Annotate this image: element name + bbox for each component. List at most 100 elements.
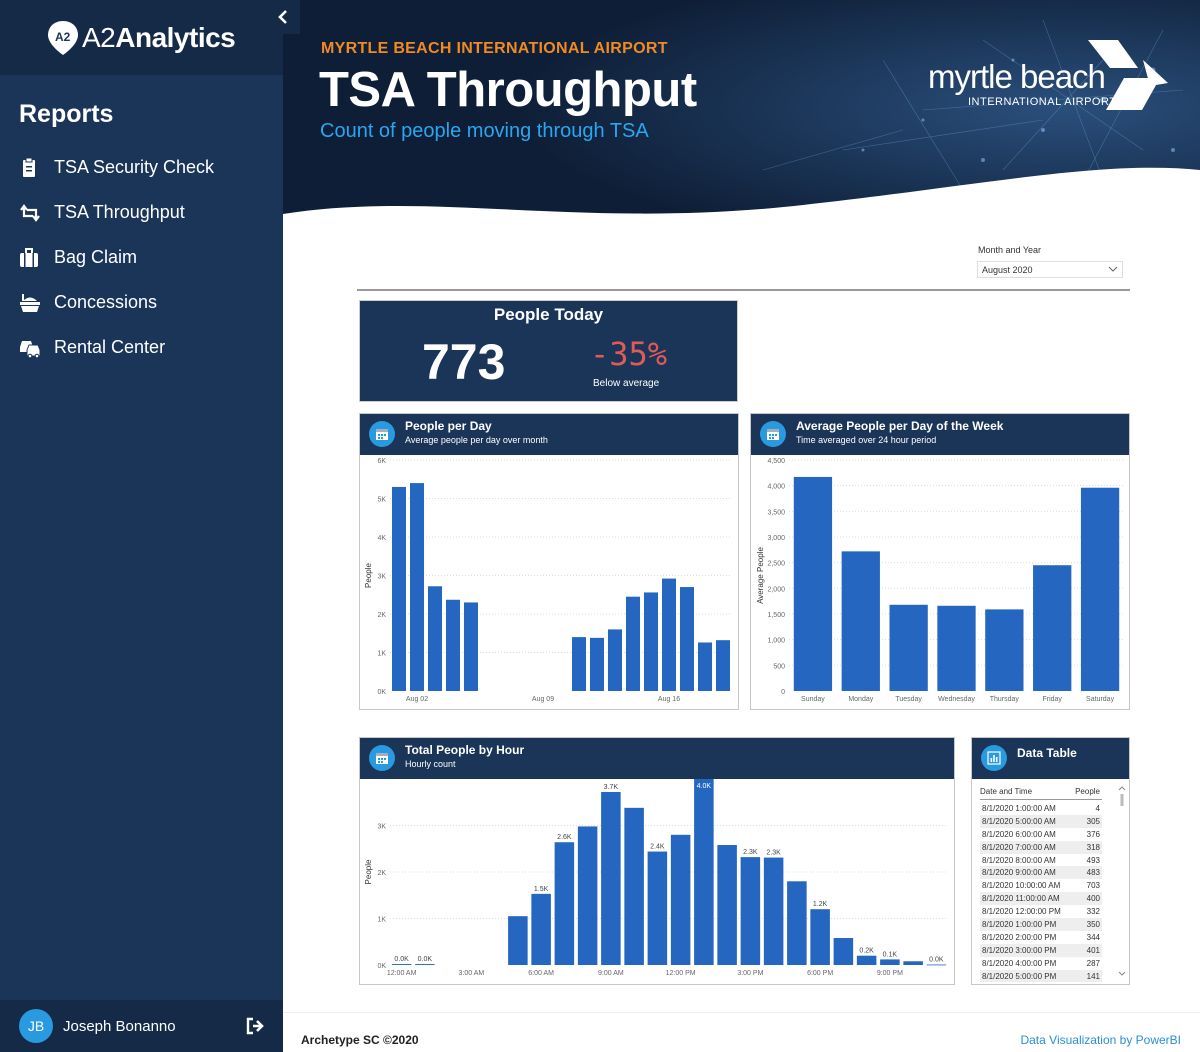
brand-logo[interactable]: A2 A2Analytics [0, 0, 283, 75]
x-tick-label: 9:00 PM [877, 970, 903, 977]
bar[interactable] [740, 857, 761, 965]
sidebar-item-tsa-security-check[interactable]: TSA Security Check [18, 145, 214, 190]
user-profile: JB Joseph Bonanno [0, 1000, 283, 1052]
x-tick-label: 3:00 AM [459, 970, 485, 977]
bar[interactable] [889, 604, 928, 691]
bar[interactable] [625, 596, 641, 691]
airport-logo: myrtle beach INTERNATIONAL AIRPORT [928, 38, 1168, 118]
table-row[interactable]: 8/1/2020 11:00:00 AM 400 [980, 892, 1102, 906]
bar[interactable] [880, 959, 900, 965]
chevron-left-icon [278, 10, 287, 24]
bar[interactable] [810, 909, 830, 965]
bar[interactable] [697, 642, 713, 691]
bar[interactable] [415, 964, 435, 965]
bar[interactable] [554, 842, 575, 965]
bar[interactable] [841, 551, 880, 691]
sidebar-item-bag-claim[interactable]: Bag Claim [18, 235, 214, 280]
report-header: MYRTLE BEACH INTERNATIONAL AIRPORT TSA T… [283, 0, 1200, 240]
table-row[interactable]: 8/1/2020 9:00:00 AM 483 [980, 866, 1102, 880]
bar[interactable] [607, 629, 623, 691]
cell-date-time: 8/1/2020 10:00:00 AM [982, 881, 1061, 891]
sidebar-item-concessions[interactable]: Concessions [18, 280, 214, 325]
bar[interactable] [763, 857, 784, 965]
x-tick-label: 3:00 PM [737, 970, 763, 977]
table-row[interactable]: 8/1/2020 10:00:00 AM 703 [980, 879, 1102, 892]
bar[interactable] [601, 792, 621, 965]
bar[interactable] [717, 845, 737, 965]
footer-powerbi-link[interactable]: Data Visualization by PowerBI [1020, 1033, 1181, 1047]
bar[interactable] [715, 640, 731, 691]
svg-text:A2: A2 [55, 30, 71, 44]
table-row[interactable]: 8/1/2020 2:00:00 PM 344 [980, 931, 1102, 944]
table-row[interactable]: 8/1/2020 5:00:00 AM 305 [980, 814, 1102, 828]
bar[interactable] [577, 826, 598, 965]
column-header-people[interactable]: People [1075, 787, 1100, 796]
x-tick-label: Thursday [990, 696, 1020, 703]
cell-people: 318 [1086, 842, 1100, 852]
cell-people: 401 [1086, 945, 1100, 955]
collapse-sidebar-button[interactable] [266, 0, 300, 34]
table-row[interactable]: 8/1/2020 12:00:00 PM 332 [980, 905, 1102, 918]
bar[interactable] [985, 609, 1024, 691]
cell-date-time: 8/1/2020 11:00:00 AM [982, 894, 1060, 904]
bar[interactable] [903, 961, 923, 965]
data-label: 2.3K [743, 849, 758, 856]
bar[interactable] [1033, 565, 1072, 691]
divider [357, 289, 1130, 291]
table-row[interactable]: 8/1/2020 1:00:00 PM 350 [980, 918, 1102, 931]
bar[interactable] [856, 955, 877, 965]
bar[interactable] [787, 881, 807, 965]
logout-icon[interactable] [245, 1016, 265, 1036]
table-row[interactable]: 8/1/2020 1:00:00 AM 4 [980, 802, 1102, 815]
table-row[interactable]: 8/1/2020 4:00:00 PM 287 [980, 957, 1102, 970]
bar[interactable] [670, 834, 691, 965]
cell-people: 332 [1086, 907, 1100, 917]
table-scrollbar[interactable] [1118, 786, 1126, 976]
table-row[interactable]: 8/1/2020 3:00:00 PM 401 [980, 943, 1102, 957]
bar[interactable] [571, 637, 587, 691]
data-label: 1.2K [813, 901, 828, 908]
bar[interactable] [937, 605, 976, 691]
bar[interactable] [409, 483, 425, 691]
data-label: 2.6K [557, 834, 572, 841]
bar[interactable] [647, 851, 668, 965]
column-header-date[interactable]: Date and Time [980, 787, 1033, 796]
bar[interactable] [694, 779, 714, 965]
bar[interactable] [624, 807, 644, 965]
bar[interactable] [589, 637, 605, 691]
bar[interactable] [445, 599, 461, 691]
bar[interactable] [661, 578, 677, 691]
bar[interactable] [679, 587, 695, 691]
bar[interactable] [391, 486, 407, 691]
sidebar-item-label: Rental Center [54, 337, 166, 357]
bar[interactable] [833, 938, 854, 965]
avatar[interactable]: JB [19, 1009, 53, 1043]
bar[interactable] [926, 964, 947, 966]
bar[interactable] [1080, 487, 1120, 691]
table-row[interactable]: 8/1/2020 8:00:00 AM 493 [980, 854, 1102, 867]
footer-copyright: Archetype SC ©2020 [301, 1033, 419, 1047]
chevron-down-icon [1108, 266, 1118, 272]
bar[interactable] [531, 893, 551, 965]
card-subtitle: Average people per day over month [405, 435, 548, 445]
cell-people: 141 [1086, 971, 1100, 981]
sidebar-item-tsa-throughput[interactable]: TSA Throughput [18, 190, 214, 235]
table-row[interactable]: 8/1/2020 6:00:00 AM 376 [980, 828, 1102, 841]
bar[interactable] [793, 476, 833, 691]
logo-line1: myrtle beach [928, 58, 1106, 95]
table-row[interactable]: 8/1/2020 5:00:00 PM 141 [980, 969, 1102, 983]
bar[interactable] [391, 964, 412, 965]
footer-divider [283, 1012, 1200, 1013]
month-year-select[interactable]: August 2020 [977, 261, 1123, 278]
bar[interactable] [508, 916, 528, 965]
table-row[interactable]: 8/1/2020 7:00:00 AM 318 [980, 840, 1102, 854]
sidebar-item-rental-center[interactable]: Rental Center [18, 325, 214, 370]
logo-line2: INTERNATIONAL AIRPORT [968, 96, 1117, 108]
bar[interactable] [643, 592, 659, 691]
bar[interactable] [463, 602, 479, 691]
y-tick-label: 3K [377, 824, 386, 831]
sidebar-item-label: Concessions [54, 292, 158, 312]
bar[interactable] [427, 586, 443, 691]
card-title: Average People per Day of the Week [796, 419, 1004, 433]
card-title: Data Table [1017, 746, 1077, 760]
